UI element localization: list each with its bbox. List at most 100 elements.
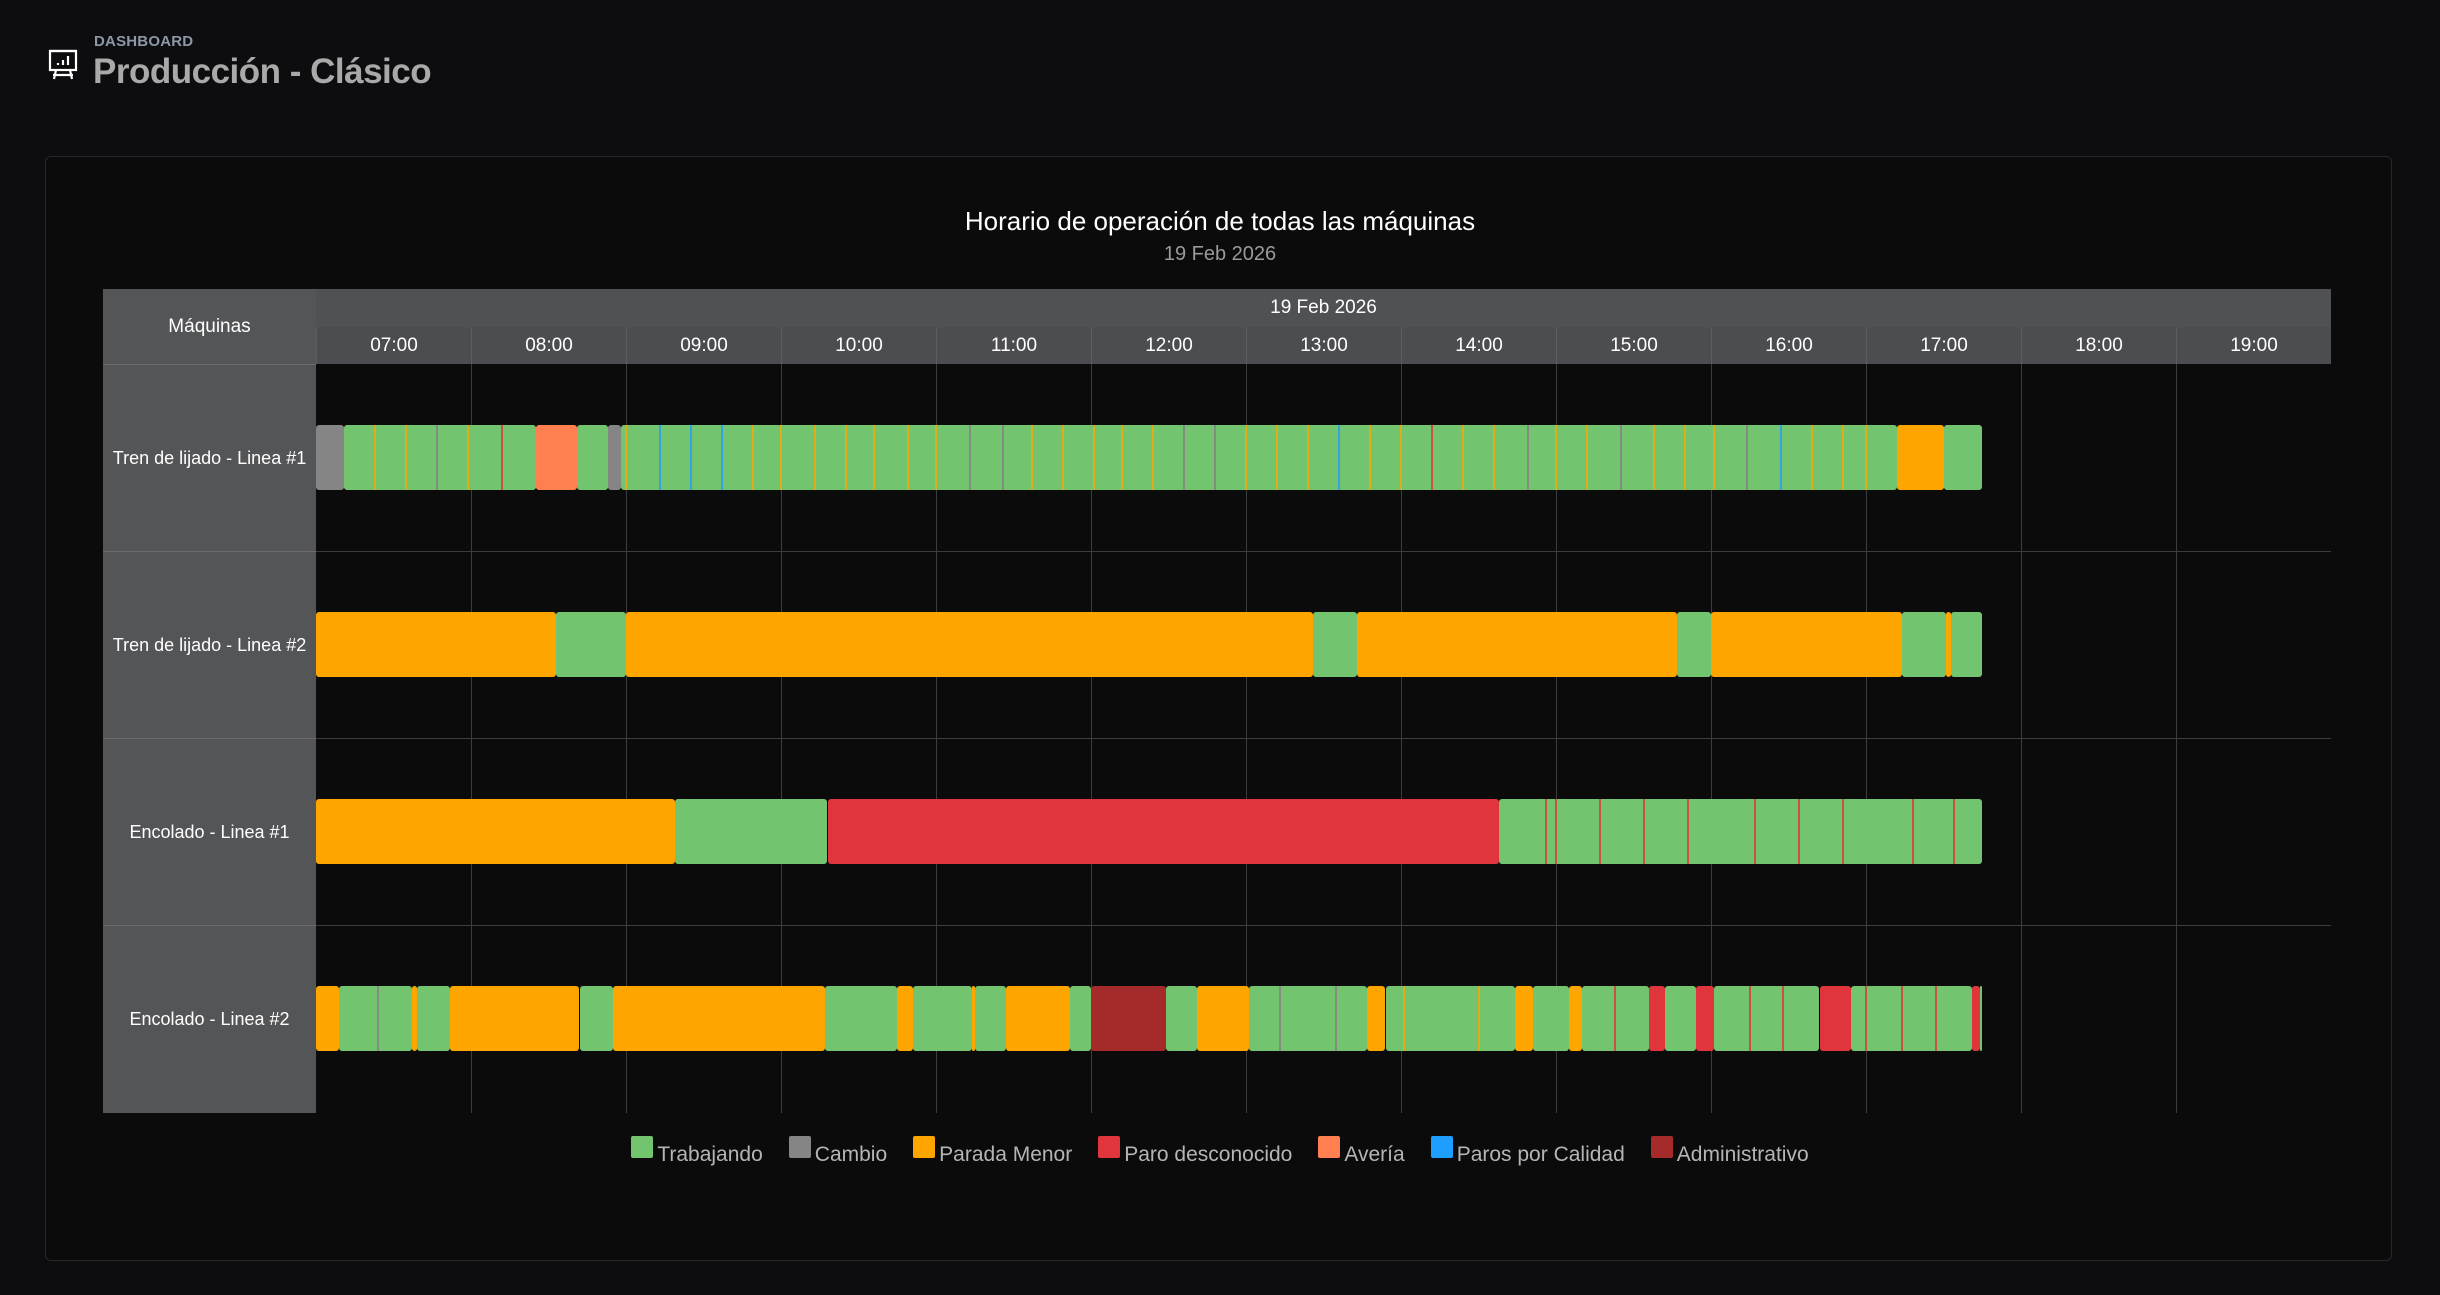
bar-marker[interactable] <box>1746 425 1749 490</box>
bar-marker[interactable] <box>1779 425 1782 490</box>
legend-item[interactable]: Parada Menor <box>913 1136 1072 1168</box>
bar-segment[interactable] <box>1568 986 1582 1051</box>
bar-marker[interactable] <box>1431 425 1433 490</box>
bar-marker[interactable] <box>1614 986 1617 1051</box>
bar-marker[interactable] <box>1911 799 1914 864</box>
bar-marker[interactable] <box>1061 425 1064 490</box>
bar-segment[interactable] <box>576 425 608 490</box>
bar-segment[interactable] <box>1313 612 1358 677</box>
bar-marker[interactable] <box>689 425 692 490</box>
bar-marker[interactable] <box>625 425 627 490</box>
bar-marker[interactable] <box>436 425 439 490</box>
bar-segment[interactable] <box>1951 612 1983 677</box>
bar-segment[interactable] <box>1946 612 1952 677</box>
bar-segment[interactable] <box>1091 986 1166 1051</box>
bar-marker[interactable] <box>1598 799 1601 864</box>
bar-marker[interactable] <box>1462 425 1464 490</box>
bar-segment[interactable] <box>411 986 417 1051</box>
bar-marker[interactable] <box>1865 986 1867 1051</box>
bar-marker[interactable] <box>1555 425 1557 490</box>
bar-marker[interactable] <box>658 425 661 490</box>
bar-marker[interactable] <box>1841 425 1844 490</box>
bar-marker[interactable] <box>1748 986 1751 1051</box>
bar-marker[interactable] <box>1544 799 1547 864</box>
bar-marker[interactable] <box>374 425 377 490</box>
bar-marker[interactable] <box>1214 425 1216 490</box>
bar-marker[interactable] <box>1934 986 1937 1051</box>
bar-marker[interactable] <box>405 425 408 490</box>
bar-marker[interactable] <box>1338 425 1340 490</box>
bar-marker[interactable] <box>1369 425 1371 490</box>
bar-segment[interactable] <box>579 986 614 1051</box>
legend-item[interactable]: Trabajando <box>631 1136 763 1168</box>
bar-segment[interactable] <box>974 986 1006 1051</box>
bar-marker[interactable] <box>906 425 909 490</box>
bar-marker[interactable] <box>1653 425 1656 490</box>
bar-marker[interactable] <box>751 425 754 490</box>
bar-segment[interactable] <box>897 986 913 1051</box>
bar-segment[interactable] <box>1070 986 1091 1051</box>
bar-segment[interactable] <box>912 986 973 1051</box>
legend-item[interactable]: Administrativo <box>1650 1136 1809 1168</box>
bar-marker[interactable] <box>813 425 816 490</box>
bar-segment[interactable] <box>316 986 340 1051</box>
legend-item[interactable]: Cambio <box>788 1136 887 1168</box>
bar-segment[interactable] <box>1979 986 1983 1051</box>
bar-marker[interactable] <box>1865 425 1867 490</box>
bar-marker[interactable] <box>1782 986 1785 1051</box>
bar-marker[interactable] <box>935 425 937 490</box>
bar-marker[interactable] <box>1841 799 1844 864</box>
bar-segment[interactable] <box>626 612 1314 677</box>
bar-marker[interactable] <box>501 425 503 490</box>
legend-item[interactable]: Paros por Calidad <box>1430 1136 1625 1168</box>
bar-marker[interactable] <box>1586 425 1588 490</box>
bar-marker[interactable] <box>780 425 782 490</box>
bar-marker[interactable] <box>1152 425 1154 490</box>
bar-segment[interactable] <box>1695 986 1714 1051</box>
bar-segment[interactable] <box>316 425 345 490</box>
bar-segment[interactable] <box>675 799 828 864</box>
bar-marker[interactable] <box>1278 986 1281 1051</box>
bar-segment[interactable] <box>316 612 557 677</box>
bar-marker[interactable] <box>1276 425 1278 490</box>
bar-segment[interactable] <box>535 425 577 490</box>
bar-segment[interactable] <box>613 986 825 1051</box>
bar-marker[interactable] <box>1002 425 1005 490</box>
bar-segment[interactable] <box>972 986 975 1051</box>
bar-marker[interactable] <box>1684 425 1687 490</box>
bar-marker[interactable] <box>1753 799 1756 864</box>
bar-marker[interactable] <box>1400 425 1402 490</box>
bar-segment[interactable] <box>1902 612 1947 677</box>
bar-marker[interactable] <box>844 425 847 490</box>
bar-marker[interactable] <box>1712 425 1715 490</box>
bar-segment[interactable] <box>344 425 536 490</box>
bar-segment[interactable] <box>1514 986 1533 1051</box>
bar-marker[interactable] <box>1642 799 1645 864</box>
bar-marker[interactable] <box>1619 425 1622 490</box>
bar-marker[interactable] <box>1245 425 1247 490</box>
bar-segment[interactable] <box>1385 986 1515 1051</box>
bar-segment[interactable] <box>1248 986 1368 1051</box>
bar-marker[interactable] <box>1526 425 1529 490</box>
bar-marker[interactable] <box>968 425 971 490</box>
bar-marker[interactable] <box>1686 799 1689 864</box>
bar-marker[interactable] <box>1901 986 1904 1051</box>
bar-segment[interactable] <box>416 986 451 1051</box>
bar-segment[interactable] <box>1367 986 1386 1051</box>
bar-marker[interactable] <box>1335 986 1338 1051</box>
bar-marker[interactable] <box>1555 799 1557 864</box>
bar-segment[interactable] <box>1943 425 1983 490</box>
bar-segment[interactable] <box>827 799 1500 864</box>
bar-segment[interactable] <box>1850 986 1972 1051</box>
bar-marker[interactable] <box>1810 425 1813 490</box>
bar-segment[interactable] <box>1649 986 1665 1051</box>
bar-segment[interactable] <box>1971 986 1980 1051</box>
bar-marker[interactable] <box>1952 799 1955 864</box>
legend-item[interactable]: Avería <box>1318 1136 1405 1168</box>
bar-marker[interactable] <box>720 425 723 490</box>
legend-item[interactable]: Paro desconocido <box>1098 1136 1292 1168</box>
bar-segment[interactable] <box>607 425 621 490</box>
bar-segment[interactable] <box>556 612 626 677</box>
bar-marker[interactable] <box>1121 425 1123 490</box>
bar-segment[interactable] <box>339 986 412 1051</box>
